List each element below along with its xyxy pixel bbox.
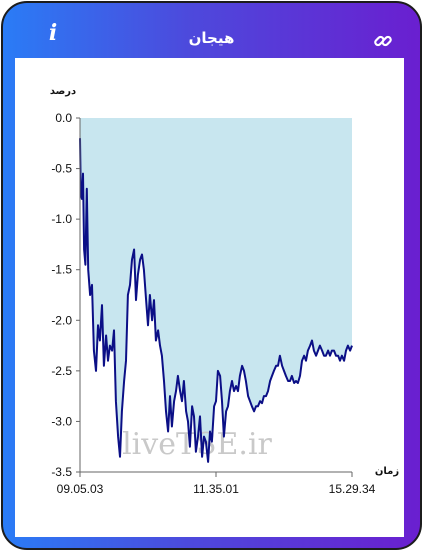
y-tick-label: 0.0 xyxy=(55,111,72,125)
y-tick-label: -0.5 xyxy=(51,162,72,176)
card-header: i هیجان xyxy=(3,3,420,55)
y-axis-label: درصد xyxy=(50,86,76,97)
x-axis-label: زمان xyxy=(375,466,399,477)
sentiment-card: i هیجان liveTSE.ir 0.0 -0.5 -1.0 -1.5 -2.0 -2.… xyxy=(1,1,422,550)
y-tick-label: -2.5 xyxy=(51,364,72,378)
y-tick-label: -2.0 xyxy=(51,313,72,327)
link-icon[interactable] xyxy=(372,30,394,52)
info-icon[interactable]: i xyxy=(48,20,58,46)
y-tick-label: -3.0 xyxy=(51,414,72,428)
card-title: هیجان xyxy=(188,29,235,47)
x-tick-label: 09.05.03 xyxy=(57,482,104,496)
y-tick-label: -1.0 xyxy=(51,212,72,226)
chart-panel: liveTSE.ir 0.0 -0.5 -1.0 -1.5 -2.0 -2.5 -3.0 -3.… xyxy=(15,58,404,537)
x-tick-label: 11.35.01 xyxy=(193,482,239,496)
x-tick-label: 15.29.34 xyxy=(329,482,376,496)
series-line xyxy=(79,138,353,463)
y-tick-label: -1.5 xyxy=(51,263,72,277)
area-fill xyxy=(80,118,352,462)
line-chart: liveTSE.ir0.0-0.5-1.0-1.5-2.0-2.5-3.0-3.… xyxy=(50,86,400,496)
y-tick-label: -3.5 xyxy=(51,465,72,479)
